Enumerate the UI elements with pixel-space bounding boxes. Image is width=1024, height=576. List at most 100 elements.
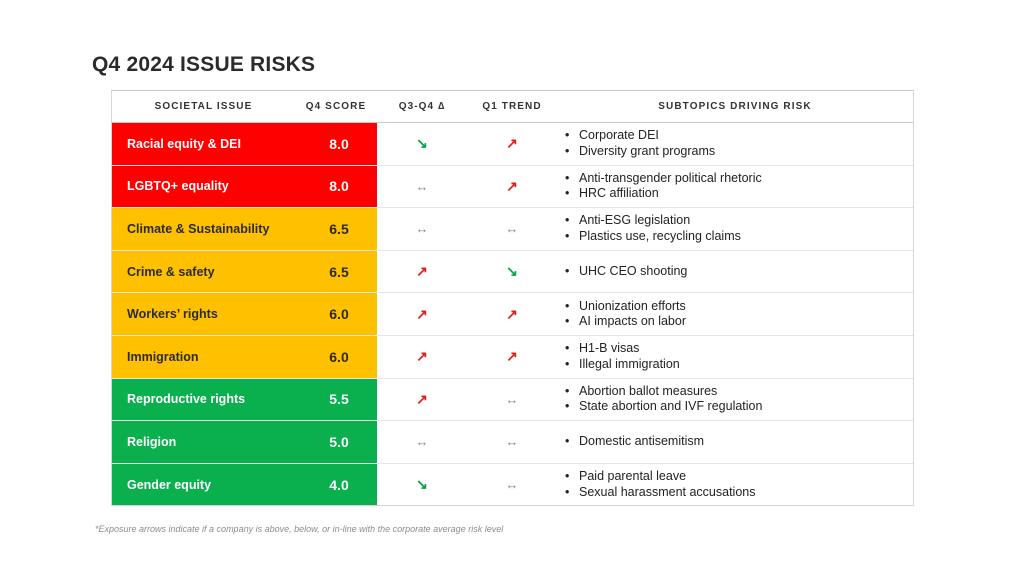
subtopics-cell: Anti-ESG legislationPlastics use, recycl… <box>557 208 913 250</box>
issue-cell: Gender equity 4.0 <box>112 463 377 506</box>
subtopic-item: Anti-transgender political rhetoric <box>565 171 913 187</box>
page-title: Q4 2024 ISSUE RISKS <box>92 53 316 76</box>
subtopic-item: Sexual harassment accusations <box>565 485 913 501</box>
issue-score: 5.5 <box>329 391 349 408</box>
table-body: Racial equity & DEI 8.0 ↘ ↗ Corporate DEIDiv… <box>112 123 913 506</box>
delta-cell: ↔ <box>377 166 467 208</box>
arrow-down-icon: ↘ <box>416 135 428 152</box>
table-row: Immigration 6.0 ↗ ↗ H1-B visasIllegal immigr… <box>112 335 913 379</box>
arrow-flat-icon: ↔ <box>415 178 429 194</box>
subtopics-cell: Domestic antisemitism <box>557 421 913 463</box>
issue-cell: Racial equity & DEI 8.0 <box>112 123 377 165</box>
issue-name: Crime & safety <box>127 264 215 279</box>
issue-score: 6.5 <box>329 263 349 280</box>
subtopic-item: HRC affiliation <box>565 186 913 202</box>
subtopic-item: Plastics use, recycling claims <box>565 229 913 245</box>
issue-name: Gender equity <box>127 477 212 492</box>
issue-score: 8.0 <box>329 178 349 195</box>
delta-cell: ↗ <box>377 293 467 335</box>
trend-cell: ↔ <box>467 464 557 506</box>
delta-cell: ↔ <box>377 421 467 463</box>
issue-cell: Immigration 6.0 <box>112 335 377 378</box>
issue-name: LGBTQ+ equality <box>127 179 229 194</box>
arrow-flat-icon: ↔ <box>505 391 519 407</box>
header-q3-q4-delta: Q3-Q4 ∆ <box>398 101 446 112</box>
issue-score: 6.0 <box>329 348 349 365</box>
issue-name: Reproductive rights <box>127 392 246 407</box>
issue-cell: LGBTQ+ equality 8.0 <box>112 165 377 208</box>
arrow-up-icon: ↗ <box>416 390 428 407</box>
trend-cell: ↔ <box>467 208 557 250</box>
delta-cell: ↗ <box>377 379 467 421</box>
arrow-up-icon: ↗ <box>506 135 518 152</box>
subtopics-cell: H1-B visasIllegal immigration <box>557 336 913 378</box>
subtopic-item: Corporate DEI <box>565 128 913 144</box>
arrow-down-icon: ↘ <box>506 263 518 280</box>
delta-cell: ↗ <box>377 336 467 378</box>
issue-score: 8.0 <box>329 135 349 152</box>
issue-cell: Reproductive rights 5.5 <box>112 378 377 421</box>
table-row: LGBTQ+ equality 8.0 ↔ ↗ Anti-transgender pol… <box>112 165 913 209</box>
subtopic-item: State abortion and IVF regulation <box>565 399 913 415</box>
issue-cell: Religion 5.0 <box>112 421 377 463</box>
header-q1-trend: Q1 TREND <box>482 101 542 112</box>
issue-name: Climate & Sustainability <box>127 221 270 236</box>
arrow-flat-icon: ↔ <box>505 477 519 493</box>
issue-score: 6.5 <box>329 220 349 237</box>
header-q4-score: Q4 SCORE <box>305 101 367 112</box>
subtopics-cell: Unionization effortsAI impacts on labor <box>557 293 913 335</box>
subtopic-item: Paid parental leave <box>565 469 913 485</box>
trend-cell: ↔ <box>467 379 557 421</box>
table-header: SOCIETAL ISSUE Q4 SCORE Q3-Q4 ∆ Q1 TREND… <box>112 91 913 123</box>
footnote: *Exposure arrows indicate if a company i… <box>95 524 504 534</box>
issue-cell: Climate & Sustainability 6.5 <box>112 208 377 250</box>
subtopics-cell: Corporate DEIDiversity grant programs <box>557 123 913 165</box>
subtopic-item: AI impacts on labor <box>565 314 913 330</box>
arrow-flat-icon: ↔ <box>415 221 429 237</box>
subtopic-item: H1-B visas <box>565 341 913 357</box>
trend-cell: ↗ <box>467 293 557 335</box>
subtopic-item: UHC CEO shooting <box>565 264 913 280</box>
issue-cell: Workers’ rights 6.0 <box>112 293 377 335</box>
issue-risk-table: SOCIETAL ISSUE Q4 SCORE Q3-Q4 ∆ Q1 TREND… <box>111 90 914 507</box>
delta-cell: ↔ <box>377 208 467 250</box>
delta-cell: ↘ <box>377 464 467 506</box>
trend-cell: ↗ <box>467 123 557 165</box>
trend-cell: ↗ <box>467 336 557 378</box>
table-row: Reproductive rights 5.5 ↗ ↔ Abortion ballot … <box>112 378 913 422</box>
arrow-flat-icon: ↔ <box>505 434 519 450</box>
arrow-flat-icon: ↔ <box>415 434 429 450</box>
subtopic-item: Unionization efforts <box>565 299 913 315</box>
arrow-down-icon: ↘ <box>416 476 428 493</box>
issue-cell: Crime & safety 6.5 <box>112 250 377 293</box>
arrow-up-icon: ↗ <box>506 348 518 365</box>
arrow-up-icon: ↗ <box>416 263 428 280</box>
subtopics-cell: Anti-transgender political rhetoricHRC a… <box>557 166 913 208</box>
issue-name: Workers’ rights <box>127 307 218 322</box>
header-societal-issue: SOCIETAL ISSUE <box>154 101 253 112</box>
subtopics-cell: Paid parental leaveSexual harassment acc… <box>557 464 913 506</box>
issue-score: 4.0 <box>329 476 349 493</box>
delta-cell: ↗ <box>377 251 467 293</box>
issue-name: Racial equity & DEI <box>127 136 241 151</box>
subtopic-item: Anti-ESG legislation <box>565 213 913 229</box>
table-row: Racial equity & DEI 8.0 ↘ ↗ Corporate DEIDiv… <box>112 123 913 166</box>
table-row: Climate & Sustainability 6.5 ↔ ↔ Anti-ESG le… <box>112 208 913 251</box>
delta-cell: ↘ <box>377 123 467 165</box>
trend-cell: ↔ <box>467 421 557 463</box>
table-row: Religion 5.0 ↔ ↔ Domestic antisemitism <box>112 421 913 464</box>
arrow-up-icon: ↗ <box>506 305 518 322</box>
table-row: Crime & safety 6.5 ↗ ↘ UHC CEO shooting <box>112 250 913 294</box>
subtopics-cell: Abortion ballot measuresState abortion a… <box>557 379 913 421</box>
subtopic-item: Abortion ballot measures <box>565 384 913 400</box>
header-subtopics: SUBTOPICS DRIVING RISK <box>658 101 812 112</box>
arrow-up-icon: ↗ <box>416 348 428 365</box>
subtopic-item: Diversity grant programs <box>565 144 913 160</box>
issue-score: 5.0 <box>329 433 349 450</box>
table-row: Gender equity 4.0 ↘ ↔ Paid parental leaveSex… <box>112 463 913 506</box>
arrow-up-icon: ↗ <box>506 177 518 194</box>
issue-name: Religion <box>127 434 177 449</box>
issue-name: Immigration <box>127 349 199 364</box>
table-row: Workers’ rights 6.0 ↗ ↗ Unionization efforts… <box>112 293 913 336</box>
arrow-up-icon: ↗ <box>416 305 428 322</box>
